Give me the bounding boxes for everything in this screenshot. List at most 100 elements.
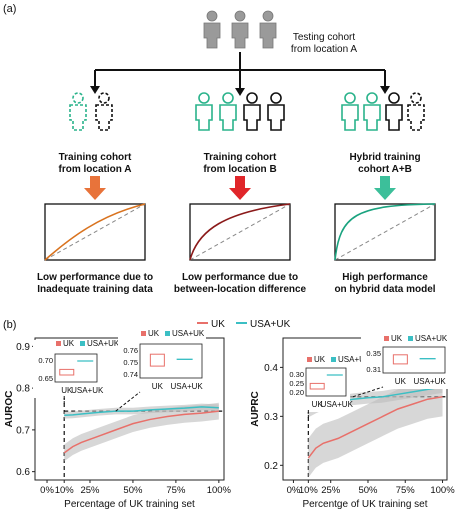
inset-legend-usauk-swatch (331, 357, 336, 362)
confidence-band-uk (64, 402, 219, 462)
inset-box-uk (149, 353, 165, 367)
caption-hybrid-1: High performance (342, 272, 428, 283)
caption-a-2: Inadequate training data (37, 284, 153, 295)
confidence-band-uk (308, 377, 443, 478)
inset-legend-usauk-swatch (165, 331, 170, 336)
inset-legend-uk: UK (148, 329, 160, 338)
inset-legend-uk-swatch (56, 341, 61, 346)
y-axis-label: AUROC (4, 391, 15, 428)
inset-connector (115, 391, 141, 412)
roc-curve-b (189, 203, 291, 261)
caption-b-1: Low performance due to (182, 272, 298, 283)
inset-x-label-usauk: USA+UK (171, 382, 204, 391)
inset-x-label-usauk: USA+UK (71, 386, 104, 395)
inset-x-label-uk: UK (395, 377, 407, 386)
testing-cohort-label-1: Testing cohort (293, 32, 355, 43)
inset-legend-usauk-swatch (408, 336, 413, 341)
y-tick-label: 0.9 (16, 342, 30, 353)
y-tick-label: 0.4 (264, 363, 278, 374)
cohort-b-label-2: from location B (203, 164, 276, 175)
inset-legend-usauk-swatch (80, 341, 85, 346)
orange-arrow-icon (84, 176, 106, 200)
inset-y-tick: 0.70 (38, 356, 53, 365)
green-arrow-icon (374, 176, 396, 200)
cohort-hybrid-label-1: Hybrid training (349, 152, 420, 163)
inset-legend-usauk: USA+UK (415, 334, 448, 343)
panel-a-label: (a) (3, 3, 16, 15)
x-tick-label: 100% (207, 485, 232, 496)
caption-a-1: Low performance due to (37, 272, 153, 283)
arrowhead-icon (380, 86, 390, 94)
x-axis-label: Percentage of UK training set (64, 499, 195, 510)
x-tick-label: 0% (40, 485, 54, 496)
arrowheads (90, 86, 390, 96)
caption-b-2: between-location difference (174, 284, 307, 295)
cohort-a-label-1: Training cohort (59, 152, 132, 163)
series-line-uk (307, 396, 443, 459)
cohort-b-label-1: Training cohort (204, 152, 277, 163)
roc-plot-hybrid (334, 203, 436, 261)
series-line-usauk (64, 406, 219, 417)
cohort-a-label-2: from location A (59, 164, 132, 175)
inset-y-tick: 0.30 (289, 370, 304, 379)
inset-x-label-usauk: USA+UK (414, 377, 447, 386)
x-tick-label: 10% (55, 485, 75, 496)
legend: UK USA+UK (197, 319, 291, 330)
inset-frame (382, 346, 446, 374)
inset-legend-uk: UK (391, 334, 403, 343)
roc-curve-hybrid (334, 203, 436, 261)
inset-plot: UK USA+UK 0.76 0.75 0.74 UK USA+UK (118, 329, 206, 394)
inset-frame (54, 353, 98, 383)
y-tick-label: 0.3 (264, 412, 278, 423)
series-line-uk (63, 410, 219, 454)
inset-box-uk (59, 368, 75, 376)
roc-plot-a (44, 203, 146, 261)
person-icon (231, 10, 249, 49)
y-tick-label: 0.6 (16, 467, 30, 478)
inset-x-label-uk: UK (152, 382, 164, 391)
arrowhead-icon (90, 86, 100, 94)
inset-y-tick: 0.65 (38, 374, 53, 383)
person-icon (267, 92, 285, 131)
person-icon (95, 92, 113, 131)
x-tick-label: 75% (396, 485, 416, 496)
panel-b-label: (b) (3, 319, 16, 331)
inset-legend-usauk: USA+UK (338, 355, 371, 364)
inset-legend-usauk: USA+UK (172, 329, 205, 338)
inset-legend-uk-swatch (384, 336, 389, 341)
inset-y-tick: 0.75 (123, 358, 138, 367)
legend-uk-label: UK (211, 319, 225, 330)
inset-y-tick: 0.35 (366, 349, 381, 358)
roc-plot-b (189, 203, 291, 261)
person-icon (203, 10, 221, 49)
cohort-hybrid-icons (341, 92, 425, 131)
person-icon (69, 92, 87, 131)
y-tick-label: 0.7 (16, 425, 30, 436)
y-tick-label: 0.8 (16, 384, 30, 395)
x-tick-label: 25% (321, 485, 341, 496)
caption-hybrid-2: on hybrid data model (334, 284, 435, 295)
inset-frame (305, 367, 347, 397)
inset-y-tick: 0.20 (289, 388, 304, 397)
inset-y-tick: 0.74 (123, 370, 138, 379)
person-icon (219, 92, 237, 131)
cohort-a-icons (69, 92, 113, 131)
inset-legend-uk-swatch (307, 357, 312, 362)
testing-cohort-label-2: from location A (291, 44, 357, 55)
inset-frame (139, 343, 203, 379)
x-tick-label: 50% (358, 485, 378, 496)
roc-curve-a (44, 203, 146, 261)
cohort-hybrid-label-2: cohort A+B (358, 164, 412, 175)
person-icon (407, 92, 425, 131)
legend-usauk-label: USA+UK (250, 319, 291, 330)
auprc-chart: 0.2 0.3 0.4 0%10% 25% 50% 75% 100%Percentge of … (250, 333, 455, 510)
inset-box-uk (392, 354, 408, 365)
x-tick-label: 100% (430, 485, 455, 496)
confidence-band-usauk (308, 381, 443, 418)
inset-legend-uk-swatch (141, 331, 146, 336)
auroc-chart: 0.6 0.7 0.8 0.9 0% 10% 25% 50% 75% 100% Percentage… (4, 329, 232, 510)
inset-x-label-uk: UK (312, 400, 324, 409)
